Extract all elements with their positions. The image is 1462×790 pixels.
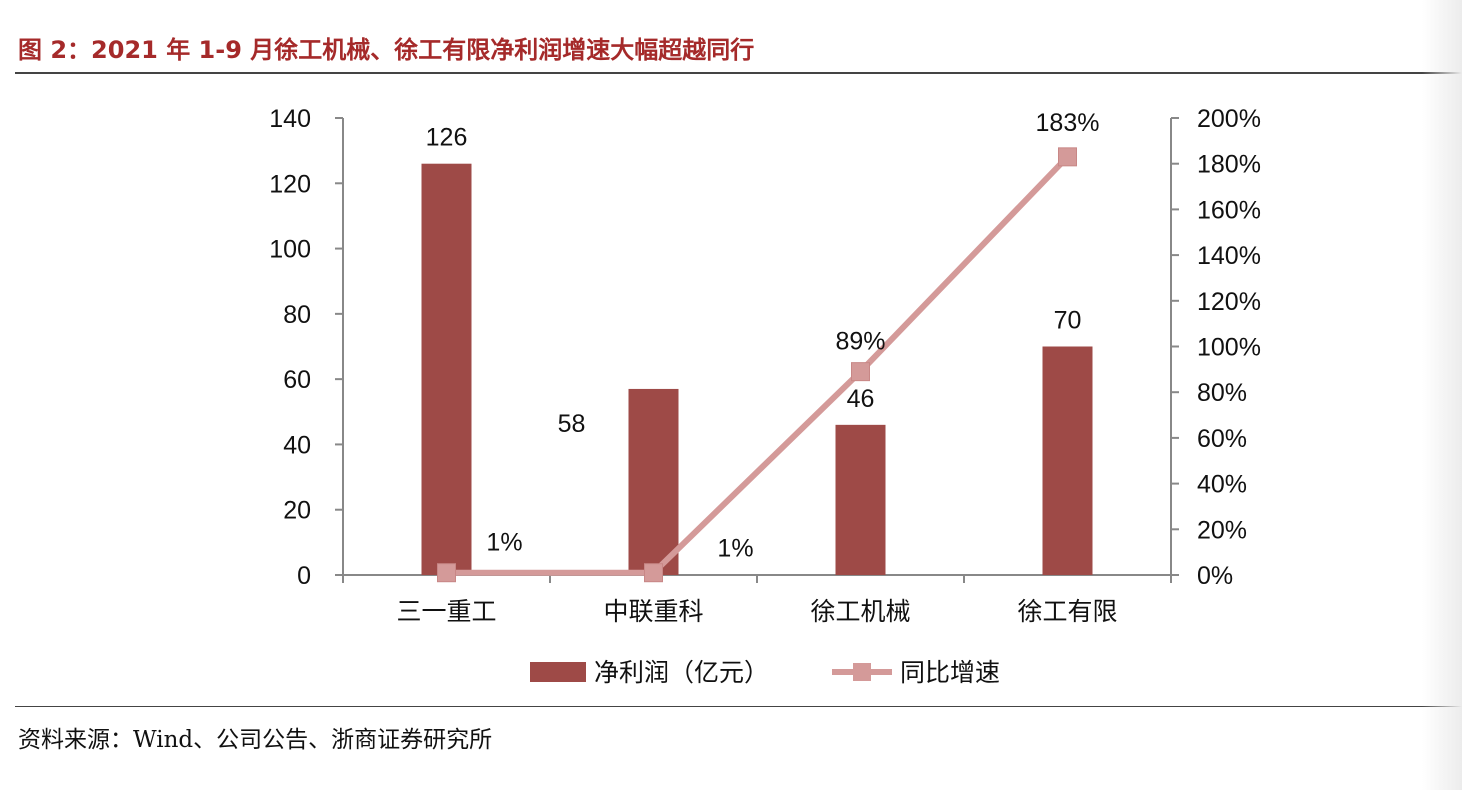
footer-divider [15,706,1462,707]
y-right-tick-label: 160% [1197,196,1261,224]
line-data-label: 183% [1036,109,1100,137]
bar-data-label: 46 [847,385,875,413]
legend-bar-swatch [530,662,586,682]
data-labels-layer: 126 58 46 70 1% 1% 89% 183% [426,109,1100,563]
bar-data-label: 70 [1054,307,1082,335]
x-category-label: 中联重科 [603,597,703,626]
y-left-tick-label: 100 [269,236,311,264]
y-right-tick-label: 180% [1197,151,1261,179]
y-left-tick-label: 0 [297,562,311,590]
bars-layer [421,163,1093,575]
y-left-tick-label: 20 [283,497,311,525]
title-divider [15,72,1462,74]
line-layer [437,147,1077,583]
bar-data-label: 126 [426,124,468,152]
bar [1042,346,1093,575]
y-right-tick-label: 60% [1197,425,1247,453]
y-right-tick-label: 100% [1197,334,1261,362]
legend: 净利润（亿元） 同比增速 [530,658,1000,687]
figure-title: 图 2：2021 年 1-9 月徐工机械、徐工有限净利润增速大幅超越同行 [18,36,755,64]
growth-marker [644,563,663,583]
bar [421,163,472,575]
bar [628,388,679,575]
x-category-label: 徐工机械 [810,597,910,626]
legend-line-label: 同比增速 [900,658,1000,687]
growth-line [446,154,1070,576]
growth-marker [1058,147,1077,167]
y-left-tick-label: 60 [283,366,311,394]
y-right-tick-label: 80% [1197,379,1247,407]
growth-marker [437,563,456,583]
y-left-tick-label: 40 [283,431,311,459]
legend-line-marker [853,663,871,681]
line-data-label: 89% [835,328,885,356]
x-category-label: 三一重工 [396,597,496,626]
legend-bar-label: 净利润（亿元） [594,658,769,687]
axes-layer: 0 20 40 60 80 100 120 140 0% 20% 40% 60% 80% 100% 120%… [269,105,1261,626]
y-left-tick-label: 120 [269,170,311,198]
growth-marker [851,362,870,382]
source-note: 资料来源：Wind、公司公告、浙商证券研究所 [18,727,493,753]
y-right-tick-label: 120% [1197,288,1261,316]
y-right-tick-label: 40% [1197,471,1247,499]
bar [835,424,886,575]
y-right-tick-label: 200% [1197,105,1261,133]
y-right-tick-label: 0% [1197,562,1233,590]
y-left-tick-label: 80 [283,301,311,329]
bar-data-label: 58 [558,410,586,438]
page-edge-shadow [1422,0,1462,790]
line-data-label: 1% [486,529,522,557]
y-right-tick-label: 20% [1197,516,1247,544]
line-data-label: 1% [717,535,753,563]
y-right-tick-label: 140% [1197,242,1261,270]
x-category-label: 徐工有限 [1017,597,1117,626]
y-left-tick-label: 140 [269,105,311,133]
